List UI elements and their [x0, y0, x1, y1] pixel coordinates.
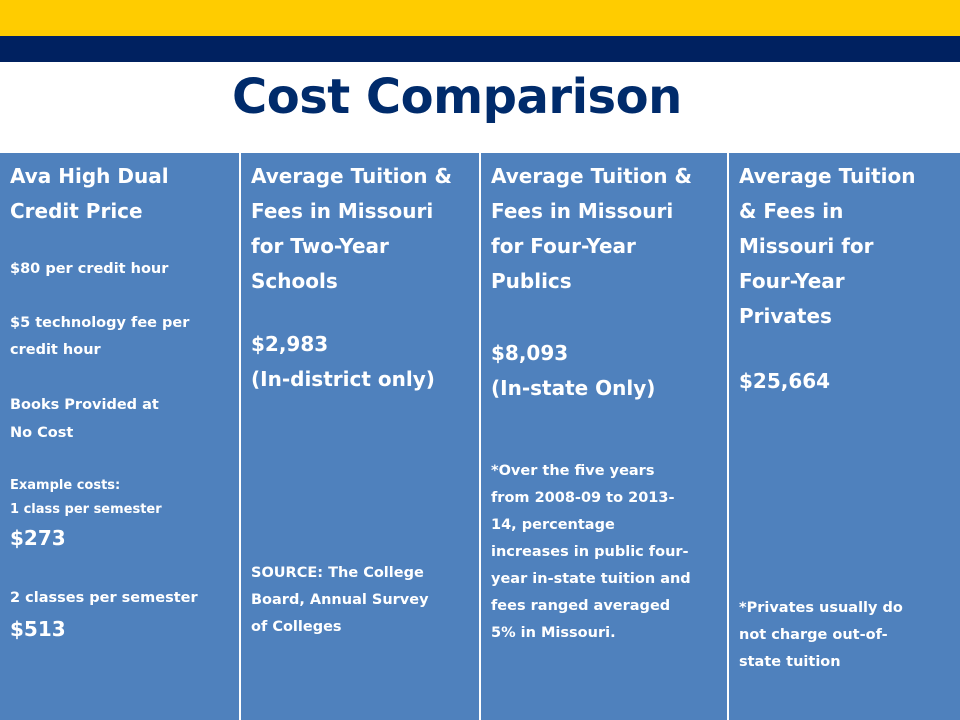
source-line: Board, Annual Survey	[251, 592, 429, 608]
footnote-line: year in-state tuition and	[491, 571, 691, 587]
source-line: SOURCE: The College	[251, 565, 424, 581]
tuition-qualifier: (In-district only)	[251, 367, 435, 391]
column-heading-line: Credit Price	[10, 199, 143, 223]
column-heading-line: Privates	[739, 304, 832, 328]
comparison-table: Ava High Dual Credit Price $80 per credi…	[0, 153, 960, 720]
column-four-year-privates: Average Tuition & Fees in Missouri for F…	[729, 153, 960, 720]
example-costs-label: Example costs:	[10, 478, 121, 493]
page-title: Cost Comparison	[232, 69, 682, 125]
column-four-year-publics: Average Tuition & Fees in Missouri for F…	[481, 153, 727, 720]
books-line: Books Provided at	[10, 397, 159, 413]
footnote-line: not charge out-of-	[739, 627, 888, 643]
column-heading-line: Four-Year	[739, 269, 845, 293]
source-line: of Colleges	[251, 619, 342, 635]
footnote-line: increases in public four-	[491, 544, 689, 560]
footnote-line: 14, percentage	[491, 517, 615, 533]
column-heading-line: & Fees in	[739, 199, 844, 223]
tuition-amount: $25,664	[739, 369, 831, 393]
books-line: No Cost	[10, 425, 74, 441]
footnote-line: 5% in Missouri.	[491, 625, 616, 641]
column-heading-line: Average Tuition &	[491, 164, 692, 188]
tuition-amount: $2,983	[251, 332, 329, 356]
footnote-line: *Privates usually do	[739, 600, 903, 616]
column-heading-line: Publics	[491, 269, 572, 293]
top-navy-band	[0, 36, 960, 62]
example-two-classes: 2 classes per semester	[10, 590, 198, 606]
footnote-line: state tuition	[739, 654, 841, 670]
column-two-year-schools: Average Tuition & Fees in Missouri for T…	[241, 153, 479, 720]
example-two-cost: $513	[10, 617, 66, 641]
footnote-line: fees ranged averaged	[491, 598, 671, 614]
tuition-amount: $8,093	[491, 341, 569, 365]
column-heading-line: Missouri for	[739, 234, 874, 258]
column-heading-line: for Two-Year	[251, 234, 389, 258]
column-heading-line: for Four-Year	[491, 234, 636, 258]
column-heading-line: Average Tuition	[739, 164, 916, 188]
footnote-line: *Over the five years	[491, 463, 655, 479]
column-heading-line: Average Tuition &	[251, 164, 452, 188]
column-heading-line: Ava High Dual	[10, 164, 169, 188]
tuition-qualifier: (In-state Only)	[491, 376, 656, 400]
column-heading-line: Schools	[251, 269, 338, 293]
footnote-line: from 2008-09 to 2013-	[491, 490, 675, 506]
tech-fee-line: $5 technology fee per	[10, 315, 190, 331]
column-heading-line: Fees in Missouri	[491, 199, 674, 223]
column-heading-line: Fees in Missouri	[251, 199, 434, 223]
price-per-credit-hour: $80 per credit hour	[10, 261, 169, 277]
tech-fee-line: credit hour	[10, 342, 101, 358]
example-one-cost: $273	[10, 526, 66, 550]
column-ava-high-dual-credit: Ava High Dual Credit Price $80 per credi…	[0, 153, 239, 720]
example-one-class: 1 class per semester	[10, 502, 162, 517]
top-gold-band	[0, 0, 960, 36]
